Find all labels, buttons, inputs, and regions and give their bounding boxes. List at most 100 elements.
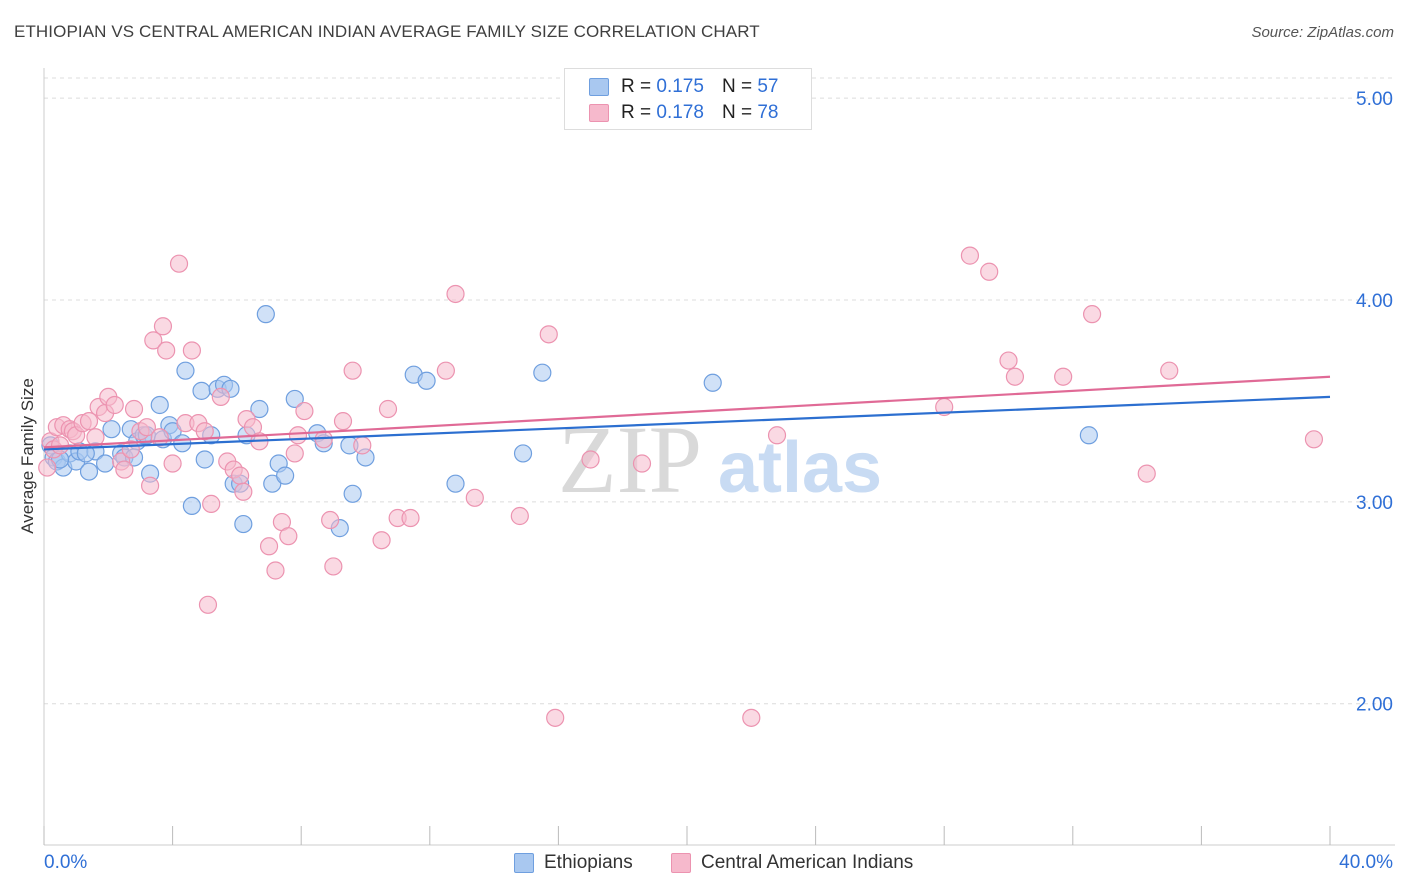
central-american-indian-point — [343, 361, 362, 380]
central-american-indian-point — [153, 317, 173, 336]
watermark-atlas: atlas — [718, 428, 882, 508]
trend-lines — [43, 375, 1331, 451]
central-american-indian-point — [1005, 367, 1025, 386]
ethiopian-point — [192, 381, 211, 400]
y-tick-label: 2.00 — [1356, 695, 1393, 716]
y-tick-labels: 2.00 3.00 4.00 5.00 — [1356, 89, 1393, 716]
central-american-indian-point — [163, 454, 182, 473]
ethiopian-point — [182, 496, 201, 516]
legend-swatch-pink — [671, 853, 691, 873]
central-american-indian-point — [353, 436, 372, 455]
central-american-indian-point — [1054, 367, 1073, 386]
central-american-indian-point — [546, 708, 565, 727]
central-american-indian-point — [169, 254, 189, 273]
ethiopian-point — [343, 484, 362, 503]
central-american-indian-point — [960, 246, 980, 265]
ethiopian-point — [703, 373, 722, 392]
central-american-indian-point — [446, 284, 465, 304]
central-american-indian-point — [234, 482, 253, 501]
legend-item-central-american-indians: Central American Indians — [671, 852, 913, 874]
ethiopian-point — [1079, 426, 1098, 445]
central-american-indian-point — [202, 494, 221, 513]
central-american-indian-point — [211, 387, 230, 407]
ethiopian-point — [533, 363, 552, 382]
ethiopian-point — [150, 395, 169, 415]
central-american-indian-point — [285, 444, 304, 463]
central-american-indian-point — [1137, 464, 1156, 483]
ethiopian-point — [256, 305, 275, 324]
chart-title: ETHIOPIAN VS CENTRAL AMERICAN INDIAN AVE… — [14, 22, 760, 41]
central-american-indian-point — [372, 531, 391, 550]
central-american-indian-point — [288, 426, 308, 445]
legend-r-value: 0.178 — [656, 102, 704, 123]
central-american-indian-point — [86, 428, 105, 447]
legend-r-label: R = — [621, 76, 652, 97]
legend-swatch-blue — [514, 853, 534, 873]
axes — [43, 68, 1395, 846]
central-american-indian-point — [333, 412, 353, 431]
legend-row-central-american-indians: R = 0.178 N = 78 — [589, 101, 778, 125]
central-american-indian-point — [182, 341, 201, 360]
ethiopian-point — [195, 450, 214, 469]
legend-swatch-blue — [589, 78, 609, 96]
legend-r-label: R = — [621, 102, 652, 123]
central-american-indian-point — [259, 537, 279, 556]
x-tick-label-min: 0.0% — [44, 852, 88, 873]
legend-n-value: 78 — [757, 102, 779, 123]
central-american-indian-point — [324, 557, 343, 576]
central-american-indian-point — [124, 399, 144, 419]
ethiopian-point — [446, 474, 465, 493]
ethiopian-point — [234, 514, 253, 534]
source-label: Source: ZipAtlas.com — [1251, 24, 1394, 41]
central-american-indian-point — [510, 506, 529, 526]
legend-label-ethiopians: Ethiopians — [544, 852, 633, 873]
central-american-indian-point — [140, 476, 160, 495]
y-tick-label: 4.00 — [1356, 291, 1393, 312]
central-american-indian-point — [195, 422, 214, 441]
y-axis-label: Average Family Size — [18, 378, 37, 534]
ethiopian-point — [95, 454, 115, 473]
central-american-indian-point — [1082, 305, 1102, 324]
central-american-indian-point — [150, 428, 169, 447]
ethiopian-point — [285, 389, 304, 409]
ethiopian-trend-line — [43, 395, 1331, 451]
watermark-zip: ZIP — [558, 406, 702, 513]
ethiopian-point — [250, 399, 269, 419]
central-american-indian-point — [742, 708, 761, 727]
central-american-indian-point — [157, 341, 176, 360]
central-american-indian-point — [465, 488, 484, 507]
central-american-indian-point — [144, 331, 163, 350]
central-american-indian-point — [321, 510, 340, 530]
central-american-indian-point — [999, 351, 1018, 370]
central-american-indian-point — [767, 426, 787, 445]
ethiopian-point — [417, 371, 436, 390]
central-american-indian-point — [401, 508, 420, 528]
ethiopian-point — [263, 474, 282, 493]
legend-swatch-pink — [589, 104, 609, 122]
central-american-indian-point — [231, 466, 250, 485]
y-tick-label: 5.00 — [1356, 89, 1393, 110]
central-american-indian-point — [38, 458, 57, 477]
ethiopian-point — [79, 462, 99, 481]
ethiopian-point — [176, 361, 195, 380]
central-american-indian-point — [581, 450, 600, 469]
central-american-indian-point — [980, 262, 999, 281]
central-american-indian-point — [295, 401, 314, 421]
central-american-indian-point — [115, 460, 134, 479]
y-tick-label: 3.00 — [1356, 493, 1393, 514]
central-american-indian-point — [105, 395, 124, 415]
legend-n-label: N = — [721, 76, 753, 97]
central-american-indian-point — [137, 418, 156, 437]
legend-n-label: N = — [721, 102, 753, 123]
central-american-indian-point — [378, 399, 398, 419]
central-american-indian-point — [436, 361, 455, 380]
series-central-american-indians — [38, 246, 1324, 727]
central-american-indian-point — [1304, 430, 1324, 449]
grid-lines — [44, 77, 1395, 705]
central-american-indian-point — [632, 454, 652, 473]
legend-item-ethiopians: Ethiopians — [514, 852, 633, 874]
correlation-legend: R = 0.175 N = 57 R = 0.178 N = 78 — [564, 68, 812, 130]
central-american-indian-point — [79, 412, 99, 431]
legend-label-central-american-indians: Central American Indians — [701, 852, 914, 873]
